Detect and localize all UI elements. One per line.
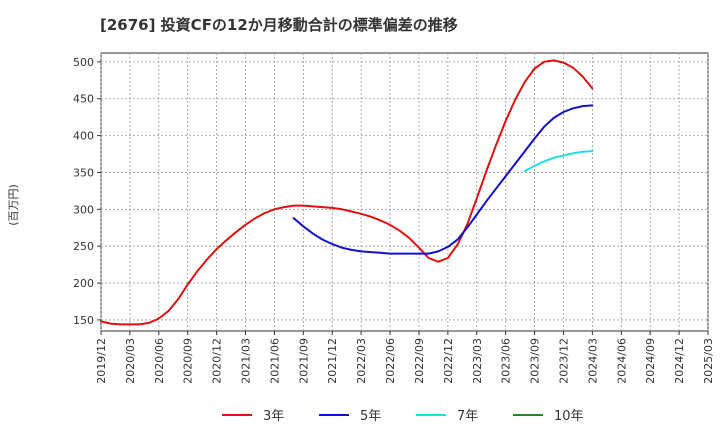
legend-label: 5年: [360, 409, 381, 424]
y-tick-label: 300: [73, 203, 94, 216]
plot-area: [100, 52, 709, 332]
x-tick-label: 2020/12: [211, 338, 224, 384]
y-tick-label: 450: [73, 93, 94, 106]
y-tick-label: 250: [73, 240, 94, 253]
chart-title: [2676] 投資CFの12か月移動合計の標準偏差の推移: [100, 16, 458, 34]
series-layer: [100, 59, 594, 326]
x-tick-label: 2020/03: [124, 338, 137, 384]
y-tick-label: 500: [73, 56, 94, 69]
x-tick-label: 2021/03: [240, 338, 253, 384]
x-tick-label: 2021/06: [268, 338, 281, 384]
x-tick-label: 2021/12: [326, 338, 339, 384]
x-tick-label: 2025/03: [702, 338, 715, 384]
y-axis-label: (百万円): [7, 184, 20, 226]
y-tick-label: 200: [73, 277, 94, 290]
x-tick-label: 2020/06: [153, 338, 166, 384]
x-tick-label: 2023/09: [529, 338, 542, 384]
x-tick-label: 2024/09: [644, 338, 657, 384]
series-line: [523, 150, 594, 172]
y-tick-label: 150: [73, 314, 94, 327]
series-line: [100, 59, 594, 326]
x-tick-label: 2024/12: [673, 338, 686, 384]
y-tick-label: 400: [73, 130, 94, 143]
legend: 3年 5年 7年 10年: [222, 409, 584, 424]
x-tick-label: 2024/03: [586, 338, 599, 384]
x-tick-label: 2024/06: [615, 338, 628, 384]
series-line: [292, 104, 594, 255]
x-tick-label: 2022/06: [384, 338, 397, 384]
x-tick-label: 2019/12: [95, 338, 108, 384]
legend-label: 3年: [263, 409, 284, 424]
legend-label: 10年: [554, 409, 584, 424]
x-tick-label: 2023/06: [500, 338, 513, 384]
x-tick-label: 2020/09: [182, 338, 195, 384]
x-tick-label: 2022/03: [355, 338, 368, 384]
x-tick-label: 2021/09: [297, 338, 310, 384]
y-axis: 150 200 250 300 350 400 450 500: [73, 56, 101, 327]
y-tick-label: 350: [73, 166, 94, 179]
x-tick-label: 2022/12: [442, 338, 455, 384]
x-axis: 2019/12 2020/03 2020/06 2020/09 2020/12 2021/…: [95, 331, 715, 384]
x-tick-label: 2023/03: [471, 338, 484, 384]
legend-label: 7年: [457, 409, 478, 424]
x-tick-label: 2022/09: [413, 338, 426, 384]
x-tick-label: 2023/12: [557, 338, 570, 384]
grid-lines: [100, 53, 709, 331]
